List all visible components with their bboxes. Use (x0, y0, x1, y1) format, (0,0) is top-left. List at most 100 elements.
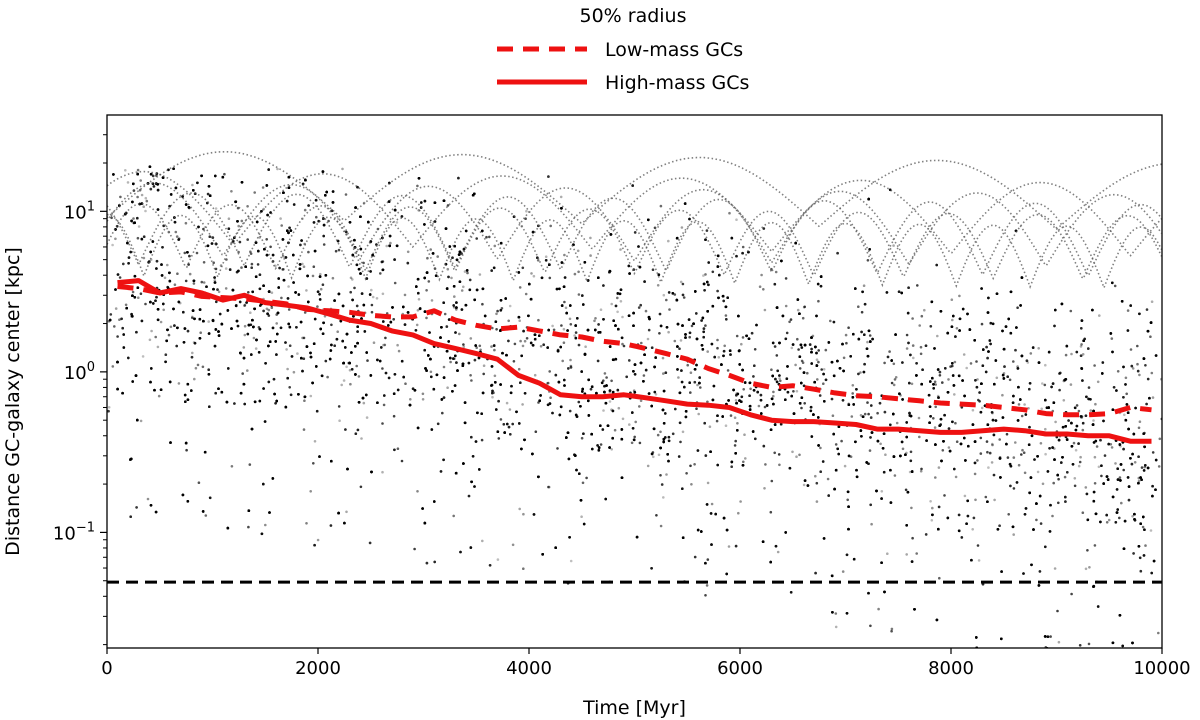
scatter-point (356, 330, 359, 333)
scatter-point (1102, 419, 1105, 423)
scatter-point (660, 483, 664, 486)
scatter-point (479, 348, 482, 352)
scatter-point (292, 370, 296, 374)
scatter-point (301, 262, 304, 266)
scatter-point (566, 329, 569, 332)
scatter-point (460, 289, 464, 292)
scatter-point (758, 285, 762, 289)
scatter-point (1115, 389, 1118, 392)
scatter-point (142, 235, 146, 238)
scatter-point (393, 448, 396, 452)
scatter-point (287, 285, 290, 288)
scatter-point (801, 361, 805, 365)
scatter-point (509, 391, 513, 395)
scatter-point (468, 278, 472, 282)
scatter-point (908, 470, 912, 474)
scatter-point (659, 324, 663, 328)
scatter-point (393, 258, 396, 261)
scatter-point (795, 455, 798, 459)
scatter-point (633, 373, 637, 376)
scatter-point (722, 354, 725, 358)
scatter-point (744, 457, 747, 460)
scatter-point (815, 351, 818, 355)
scatter-point (958, 317, 962, 321)
scatter-point (305, 289, 308, 292)
scatter-point (319, 272, 322, 276)
scatter-point (243, 304, 246, 307)
scatter-point (901, 447, 905, 451)
scatter-point (243, 303, 247, 307)
scatter-point (562, 327, 566, 331)
scatter-point (216, 288, 219, 291)
scatter-point (656, 433, 660, 437)
scatter-point (894, 376, 898, 379)
scatter-point (1149, 335, 1152, 339)
scatter-point (138, 188, 142, 192)
scatter-point (1067, 419, 1070, 422)
scatter-point (493, 348, 496, 352)
scatter-point (653, 390, 657, 394)
scatter-point (425, 289, 428, 292)
scatter-point (230, 190, 233, 193)
scatter-point (240, 266, 243, 269)
scatter-point (1089, 659, 1092, 662)
scatter-point (348, 368, 352, 372)
scatter-point (685, 472, 688, 475)
scatter-point (1027, 407, 1030, 410)
scatter-point (289, 393, 293, 397)
scatter-point (1113, 284, 1117, 288)
scatter-point (1053, 324, 1056, 328)
scatter-point (760, 273, 763, 277)
scatter-point (135, 330, 138, 334)
scatter-point (573, 334, 576, 337)
scatter-point (662, 372, 665, 375)
scatter-point (337, 217, 340, 221)
scatter-point (155, 267, 158, 270)
scatter-point (778, 463, 781, 467)
scatter-point (1142, 432, 1145, 436)
scatter-point (659, 474, 662, 477)
scatter-point (202, 261, 206, 264)
scatter-point (726, 296, 729, 300)
scatter-point (742, 460, 745, 464)
scatter-point (167, 333, 171, 337)
scatter-point (1080, 327, 1083, 330)
scatter-point (236, 324, 240, 328)
scatter-point (1142, 554, 1146, 557)
scatter-point (539, 394, 542, 397)
scatter-point (164, 353, 168, 357)
scatter-point (518, 422, 521, 425)
scatter-point (395, 221, 399, 224)
scatter-point (654, 393, 658, 396)
scatter-point (947, 378, 950, 381)
scatter-point (1126, 476, 1130, 479)
scatter-point (1087, 397, 1090, 401)
scatter-point (815, 358, 819, 362)
scatter-point (381, 367, 384, 370)
scatter-point (621, 417, 625, 421)
scatter-point (601, 428, 605, 431)
scatter-point (230, 465, 234, 468)
scatter-point (830, 397, 834, 401)
scatter-point (834, 625, 838, 629)
scatter-point (370, 310, 374, 314)
scatter-point (717, 356, 721, 359)
scatter-point (1087, 386, 1091, 389)
scatter-point (400, 459, 404, 463)
scatter-point (593, 319, 596, 323)
scatter-point (256, 263, 260, 266)
scatter-point (883, 410, 887, 414)
scatter-point (265, 253, 269, 257)
scatter-point (743, 433, 746, 437)
scatter-point (845, 553, 849, 557)
scatter-point (286, 376, 290, 380)
scatter-point (154, 335, 157, 339)
scatter-point (859, 371, 862, 374)
scatter-point (1006, 456, 1010, 459)
scatter-point (462, 285, 465, 289)
scatter-point (693, 463, 696, 466)
scatter-point (127, 262, 130, 265)
scatter-point (1150, 571, 1153, 575)
scatter-point (564, 306, 568, 310)
scatter-point (892, 362, 896, 366)
